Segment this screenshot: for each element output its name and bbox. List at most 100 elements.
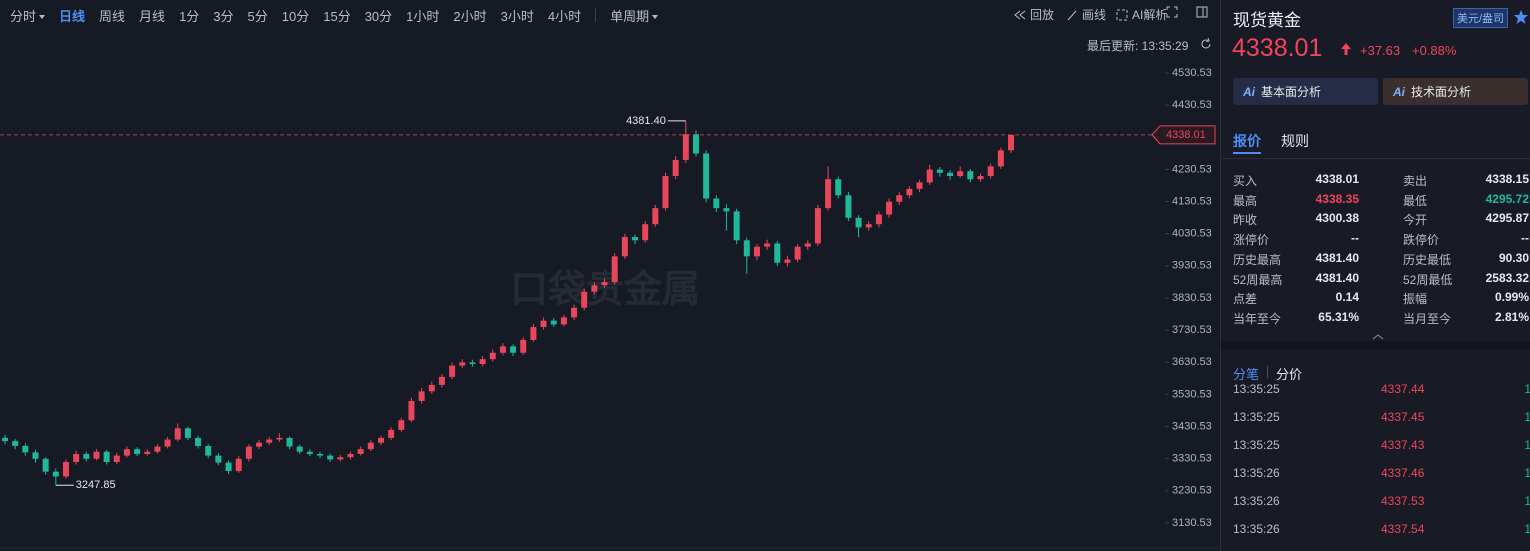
trade-volume: 1	[1524, 438, 1530, 452]
icon	[1166, 6, 1178, 18]
period-button[interactable]: 周线	[99, 8, 126, 24]
tab[interactable]: 规则	[1281, 133, 1309, 149]
price-change-pct: +0.88%	[1412, 43, 1457, 58]
candle-body	[845, 195, 852, 218]
candle-body	[601, 282, 608, 286]
fullscreen-tool[interactable]	[1166, 6, 1178, 18]
chart-background	[0, 0, 1218, 551]
candle-body	[164, 439, 171, 447]
candle-body	[235, 458, 242, 472]
fundamental-button[interactable]: Ai 基本面分析	[1233, 78, 1378, 105]
candle-body	[205, 445, 212, 456]
period-button[interactable]: 4小时	[547, 8, 582, 24]
period-button[interactable]: 10分	[281, 8, 310, 24]
stat-label: 52周最高	[1233, 272, 1283, 287]
trade-volume: 1	[1524, 466, 1530, 480]
y-tick-label: 3930.53	[1172, 260, 1212, 272]
candle-body	[784, 259, 791, 263]
candle-body	[977, 176, 984, 180]
candle-body	[967, 171, 974, 180]
candle-body	[794, 246, 801, 260]
stat-label: 历史最低	[1403, 252, 1452, 267]
stat-label: 最高	[1233, 193, 1258, 208]
draw-tool[interactable]: 画线	[1066, 6, 1106, 23]
tab-underline	[1233, 152, 1261, 154]
y-tick-label: 4430.53	[1172, 99, 1212, 111]
candle-body	[804, 243, 811, 247]
ai-badge: Ai	[1243, 84, 1255, 99]
stat-label: 振幅	[1403, 292, 1428, 307]
tab-active[interactable]: 报价	[1233, 133, 1261, 149]
candle-body	[296, 446, 303, 452]
y-tick-label: 3130.53	[1172, 517, 1212, 529]
candle-body	[449, 365, 456, 377]
mode-dropdown[interactable]: 单周期	[610, 6, 658, 25]
period-button[interactable]: 分时	[10, 6, 45, 25]
y-tick-label: 3430.53	[1172, 420, 1212, 432]
stat-label: 点差	[1233, 292, 1258, 307]
candle-body	[814, 208, 821, 244]
period-button[interactable]: 2小时	[453, 8, 487, 24]
trade-tab-active[interactable]: 分笔	[1233, 367, 1260, 382]
period-button[interactable]: 1小时	[406, 8, 440, 24]
period-button[interactable]: 日线	[59, 8, 86, 24]
period-button[interactable]: 15分	[323, 8, 351, 24]
tool-label: AI解析	[1132, 8, 1168, 22]
candle-body	[926, 169, 933, 183]
period-button[interactable]: 3小时	[500, 8, 534, 24]
candle-body	[103, 451, 110, 463]
period-button[interactable]: 30分	[364, 8, 393, 24]
candle-body	[499, 346, 506, 353]
replay-tool[interactable]: 回放	[1014, 6, 1054, 23]
stat-label: 买入	[1233, 174, 1258, 188]
candle-body	[266, 439, 273, 443]
candle-body	[93, 451, 100, 459]
ai-tool[interactable]: AI解析	[1116, 6, 1167, 23]
candle-body	[337, 457, 344, 460]
period-button[interactable]: 月线	[139, 8, 166, 24]
stat-label: 当年至今	[1233, 311, 1282, 326]
watermark: 口袋贵金属	[510, 268, 700, 311]
icon	[1014, 10, 1026, 19]
tool-label: 画线	[1082, 8, 1107, 22]
instrument-name: 现货黄金	[1233, 11, 1301, 30]
stat-value: --	[1521, 231, 1529, 246]
candle-body	[947, 172, 954, 177]
candle-body	[52, 471, 59, 477]
icon	[1196, 6, 1208, 18]
candle-body	[865, 224, 872, 228]
unit-badge[interactable]: 美元/盎司	[1453, 8, 1509, 28]
panel-toggle[interactable]	[1196, 6, 1208, 18]
collapse-arrow[interactable]	[1371, 333, 1385, 341]
period-button[interactable]: 5分	[247, 8, 268, 24]
candle-body	[642, 224, 649, 241]
period-button[interactable]: 3分	[213, 8, 234, 24]
candle-body	[916, 182, 923, 189]
stat-value: 4381.40	[1315, 270, 1359, 285]
candle-body	[144, 451, 151, 454]
candle-body	[12, 441, 19, 446]
annotation-label: 3247.85	[76, 479, 116, 491]
trade-tab[interactable]: 分价	[1276, 367, 1303, 382]
y-tick-label: 4230.53	[1172, 163, 1212, 175]
trade-price: 4337.53	[1381, 494, 1425, 508]
refresh-icon[interactable]	[1200, 38, 1212, 50]
stat-label: 今开	[1403, 213, 1428, 228]
technical-button[interactable]: Ai 技术面分析	[1383, 78, 1528, 105]
trade-time: 13:35:25	[1233, 410, 1280, 424]
current-price-tag	[1151, 125, 1216, 145]
candle-body	[703, 153, 710, 199]
candle-body	[632, 237, 639, 241]
divider	[1221, 158, 1530, 159]
stat-label: 卖出	[1403, 174, 1428, 188]
price-change: +37.63	[1360, 43, 1401, 58]
candle-body	[276, 437, 283, 440]
candle-body	[1008, 134, 1014, 151]
favorite-star[interactable]	[1513, 9, 1529, 25]
candle-body	[398, 420, 405, 430]
candle-body	[652, 208, 659, 225]
y-tick-label: 3830.53	[1172, 292, 1212, 304]
period-button[interactable]: 1分	[179, 8, 200, 24]
trade-volume: 1	[1524, 494, 1530, 508]
